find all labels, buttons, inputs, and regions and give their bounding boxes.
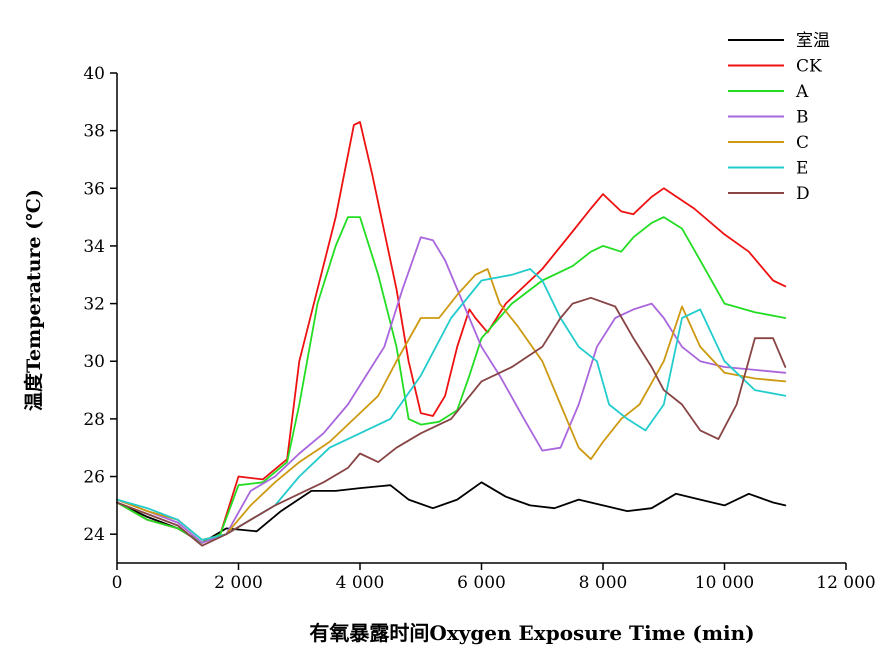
y-tick-label: 38 — [83, 122, 105, 142]
series-line-E — [116, 268, 787, 541]
y-tick-label: 34 — [83, 237, 105, 257]
legend-label: C — [796, 133, 809, 153]
y-tick-label: 36 — [83, 179, 105, 199]
x-tick-label: 4 000 — [336, 573, 385, 593]
x-tick-label: 2 000 — [214, 573, 263, 593]
x-tick-label: 12 000 — [816, 573, 875, 593]
y-tick-label: 40 — [83, 64, 105, 84]
legend-label: 室温 — [796, 31, 830, 51]
series-line-B — [116, 236, 787, 544]
x-tick-label: 0 — [112, 573, 123, 593]
legend-label: A — [795, 82, 809, 102]
series-line-A — [116, 216, 787, 544]
x-tick-label: 10 000 — [695, 573, 754, 593]
y-tick-label: 26 — [83, 468, 105, 488]
series-curves — [116, 121, 787, 547]
series-line-D — [116, 296, 787, 547]
x-axis-label: 有氧暴露时间Oxygen Exposure Time (min) — [309, 621, 754, 645]
legend-label: E — [796, 159, 808, 179]
legend-label: D — [796, 184, 810, 204]
legend-label: CK — [796, 57, 822, 77]
series-line-CK — [116, 121, 787, 544]
y-axis-label: 温度Temperature (℃) — [22, 189, 45, 411]
y-ticks: 24 26 28 30 32 34 36 38 40 — [83, 64, 117, 545]
x-tick-label: 6 000 — [457, 573, 506, 593]
x-ticks: 0 2 000 4 000 6 000 8 000 10 000 12 000 — [112, 563, 876, 593]
legend-label: B — [796, 108, 809, 128]
axes — [116, 73, 846, 564]
y-tick-label: 28 — [83, 410, 105, 430]
x-tick-label: 8 000 — [579, 573, 628, 593]
y-tick-label: 32 — [83, 295, 105, 315]
series-line-室温 — [116, 481, 787, 544]
y-tick-label: 30 — [83, 352, 105, 372]
y-tick-label: 24 — [83, 525, 105, 545]
series-line-C — [116, 268, 787, 541]
